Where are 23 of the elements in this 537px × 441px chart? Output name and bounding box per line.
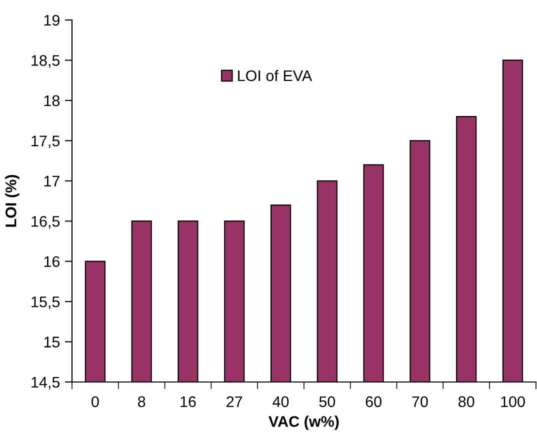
x-tick-label: 40 <box>272 396 289 408</box>
x-axis-title: VAC (w%) <box>268 416 339 430</box>
x-tick-label: 50 <box>319 396 336 408</box>
x-tick-label: 27 <box>226 396 242 407</box>
legend-label: LOI of EVA <box>238 70 312 82</box>
y-tick-label: 16,5 <box>32 216 60 229</box>
y-tick-label: 17 <box>44 176 60 186</box>
x-tick-label: 80 <box>458 396 474 408</box>
y-tick-label: 18 <box>44 95 60 106</box>
x-tick-label: 70 <box>412 396 428 408</box>
y-tick-label: 19 <box>44 14 60 26</box>
x-tick-label: 0 <box>92 396 99 408</box>
y-tick-label: 14,5 <box>32 377 60 390</box>
y-tick-label: 18,5 <box>32 55 60 68</box>
y-tick-label: 17,5 <box>32 136 60 148</box>
x-tick-label: 60 <box>366 396 382 408</box>
x-tick-label: 16 <box>180 396 196 408</box>
y-axis-title: LOI (%) <box>5 175 20 227</box>
x-tick-label: 8 <box>138 396 146 408</box>
y-tick-label: 15,5 <box>32 296 60 310</box>
y-tick-label: 16 <box>44 256 60 268</box>
y-tick-label: 15 <box>44 336 60 348</box>
x-tick-label: 100 <box>501 396 525 408</box>
